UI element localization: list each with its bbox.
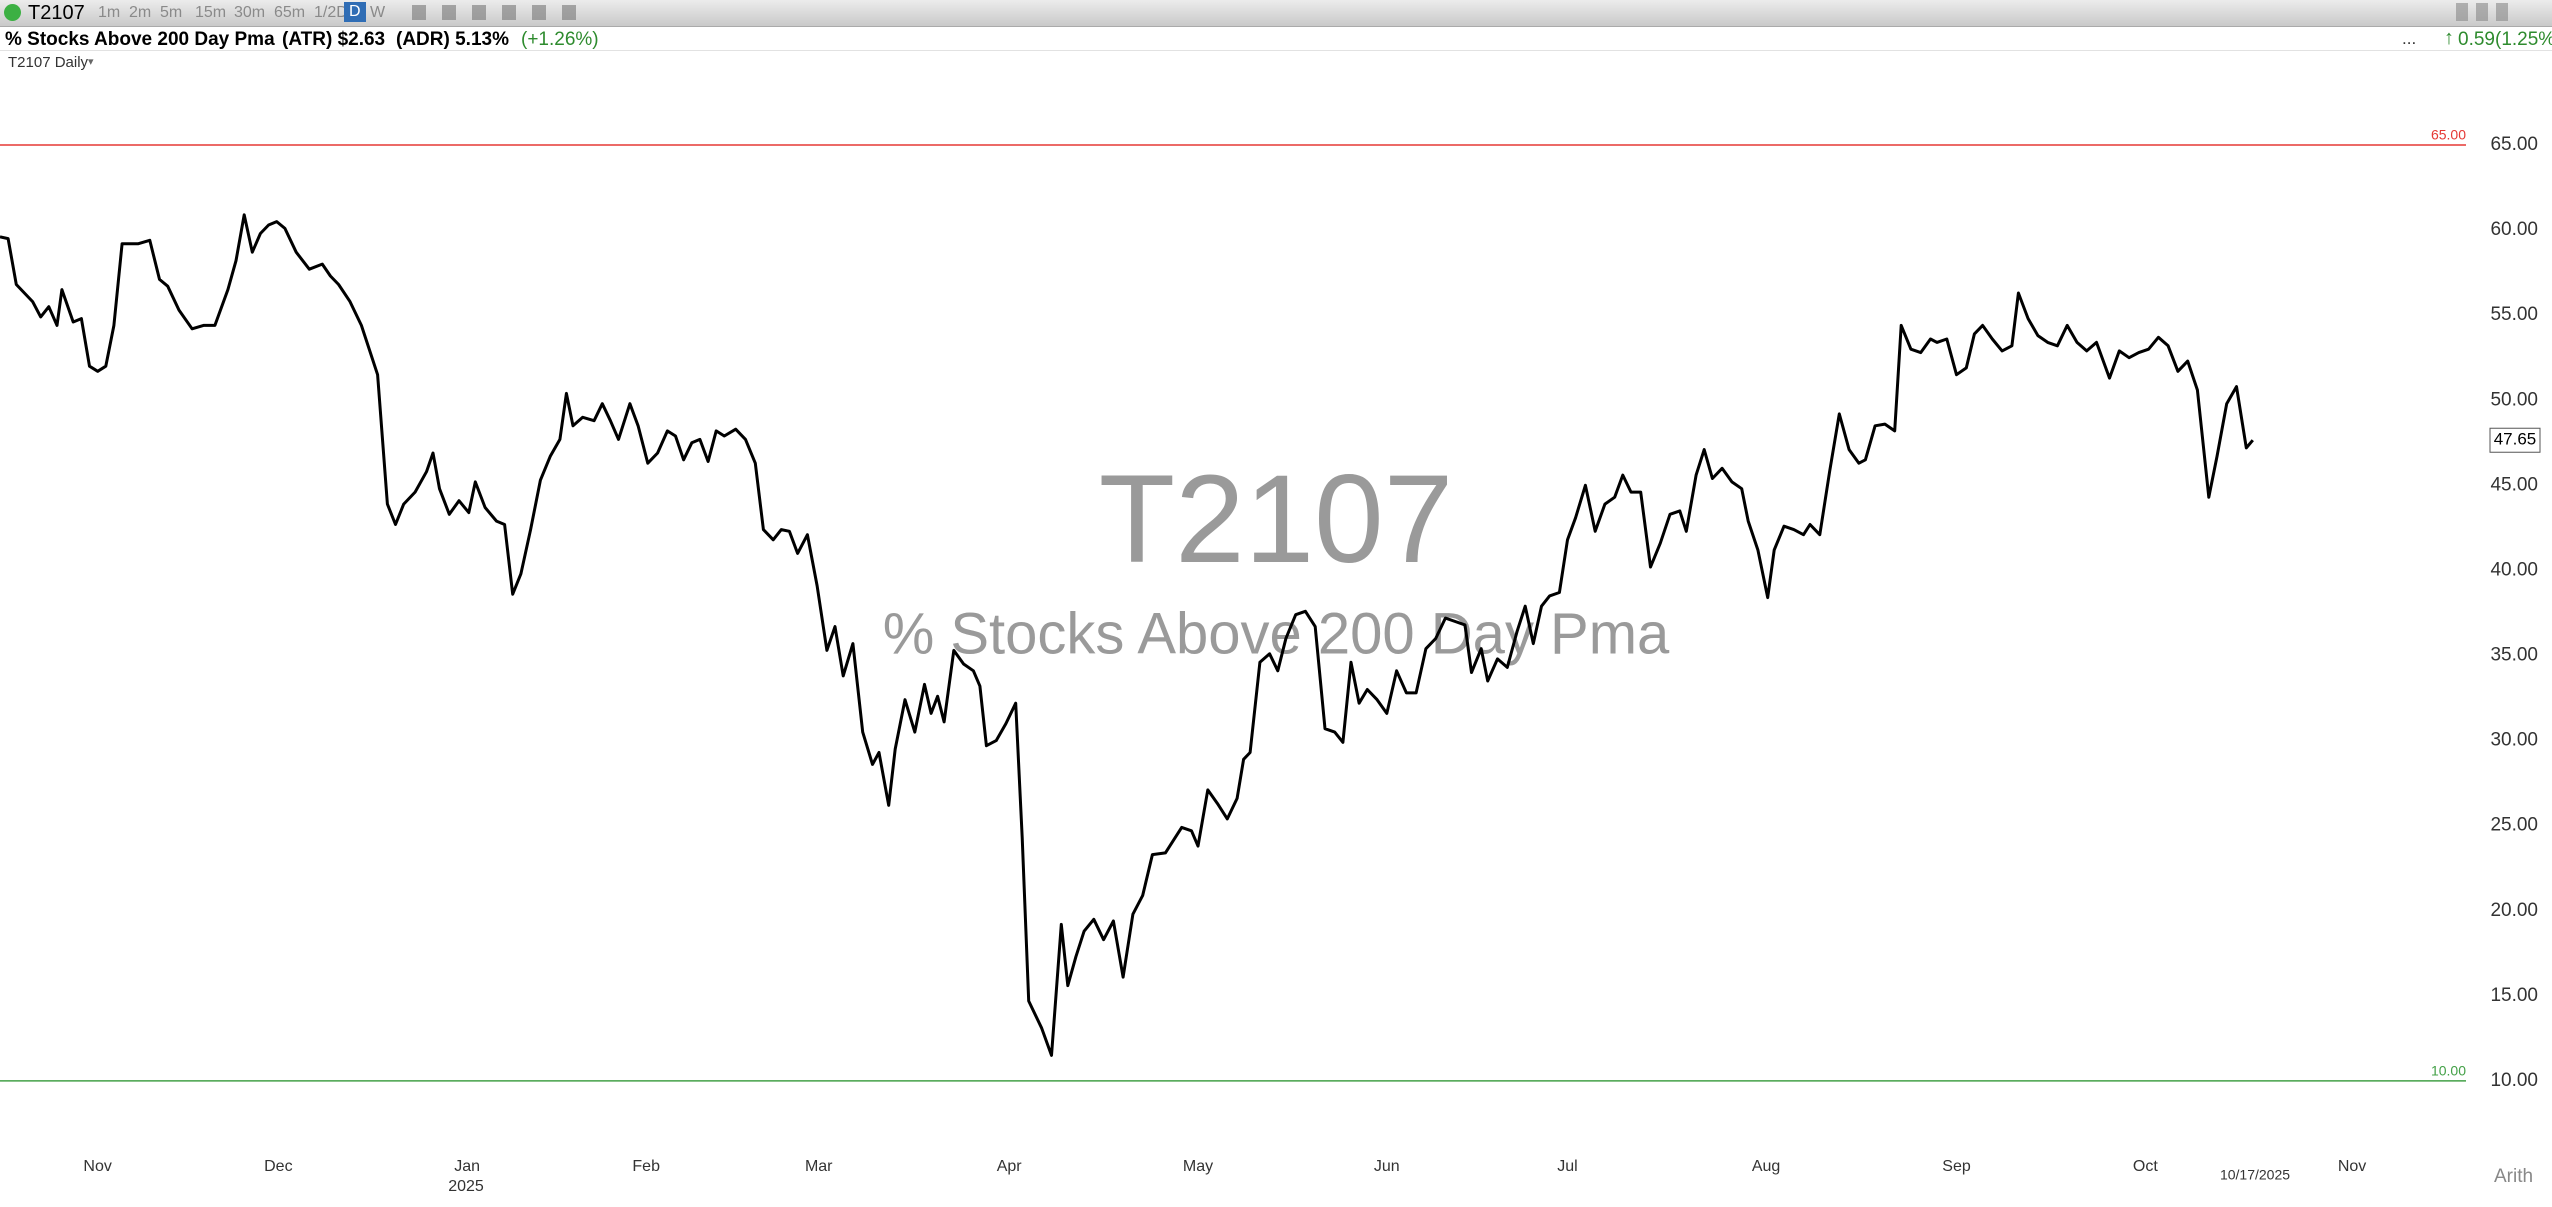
y-tick-label: 25.00 bbox=[2490, 815, 2538, 836]
y-tick-label: 20.00 bbox=[2490, 900, 2538, 921]
y-tick-label: 35.00 bbox=[2490, 645, 2538, 666]
timeframe[interactable]: 65m bbox=[274, 4, 306, 21]
timeframe[interactable]: 2m bbox=[129, 4, 152, 21]
x-tick-label: Apr bbox=[997, 1158, 1023, 1175]
header: % Stocks Above 200 Day Pma (ATR) $2.63 (… bbox=[0, 27, 2552, 51]
watermark-title: T2107 bbox=[1099, 450, 1453, 589]
more[interactable]: ... bbox=[2402, 29, 2417, 48]
x-tick-label: Oct bbox=[2133, 1158, 2158, 1175]
tool-icons[interactable] bbox=[412, 5, 592, 20]
y-tick-label: 40.00 bbox=[2490, 559, 2538, 580]
level-label: 10.00 bbox=[2431, 1063, 2466, 1079]
x-tick-label: May bbox=[1183, 1158, 1213, 1175]
x-tick-label: Feb bbox=[632, 1158, 660, 1175]
up-arrow: ↑ bbox=[2444, 27, 2454, 49]
right-pct: (1.25%) bbox=[2495, 29, 2552, 50]
x-tick-label: Nov bbox=[83, 1158, 111, 1175]
x-tick-label: Aug bbox=[1752, 1158, 1780, 1175]
timeframe[interactable]: 1/2D bbox=[314, 4, 348, 21]
window-icons[interactable] bbox=[2456, 3, 2516, 21]
x-tick-label: Jun bbox=[1374, 1158, 1400, 1175]
x-tick-label: Jan bbox=[454, 1158, 480, 1175]
pane-label[interactable]: T2107 Daily bbox=[8, 54, 89, 71]
adr: (ADR) 5.13% bbox=[396, 29, 509, 50]
date-label: 10/17/2025 bbox=[2220, 1167, 2290, 1183]
series-line bbox=[0, 213, 2254, 1057]
x-tick-label: Dec bbox=[264, 1158, 292, 1175]
atr: (ATR) $2.63 bbox=[282, 29, 386, 50]
change: (+1.26%) bbox=[521, 29, 599, 50]
timeframe[interactable]: 15m bbox=[195, 4, 227, 21]
header-title: % Stocks Above 200 Day Pma bbox=[5, 29, 275, 50]
timeframe[interactable]: 5m bbox=[160, 4, 183, 21]
year-label: 2025 bbox=[448, 1178, 484, 1195]
y-tick-label: 65.00 bbox=[2490, 134, 2538, 155]
price-marker bbox=[2489, 427, 2541, 453]
y-tick-label: 15.00 bbox=[2490, 985, 2538, 1006]
right-change: 0.59 bbox=[2458, 29, 2495, 50]
y-tick-label: 50.00 bbox=[2490, 389, 2538, 410]
timeframe[interactable]: 30m bbox=[234, 4, 266, 21]
toolbar: T2107 1m 2m 5m 15m 30m 65m 1/2D D W bbox=[0, 0, 2552, 27]
y-tick-label: 55.00 bbox=[2490, 304, 2538, 325]
scale-mode[interactable]: Arith bbox=[2494, 1166, 2534, 1187]
y-tick-label: 45.00 bbox=[2490, 474, 2538, 495]
timeframe-active[interactable]: D bbox=[344, 2, 366, 22]
pane-menu[interactable]: ▾ bbox=[88, 56, 94, 68]
level-label: 65.00 bbox=[2431, 127, 2466, 143]
y-tick-label: 60.00 bbox=[2490, 219, 2538, 240]
y-tick-label: 30.00 bbox=[2490, 730, 2538, 751]
price-marker-label: 47.65 bbox=[2494, 430, 2537, 449]
timeframe[interactable]: 1m bbox=[98, 4, 121, 21]
x-tick-label: Sep bbox=[1942, 1158, 1971, 1175]
symbol[interactable]: T2107 bbox=[28, 2, 85, 24]
y-tick-label: 10.00 bbox=[2490, 1070, 2538, 1091]
watermark-subtitle: % Stocks Above 200 Day Pma bbox=[883, 601, 1670, 666]
x-tick-label: Mar bbox=[805, 1158, 833, 1175]
add-icon[interactable] bbox=[4, 4, 21, 21]
x-tick-label: Nov bbox=[2338, 1158, 2366, 1175]
x-tick-label: Jul bbox=[1557, 1158, 1577, 1175]
timeframe[interactable]: W bbox=[370, 4, 386, 21]
